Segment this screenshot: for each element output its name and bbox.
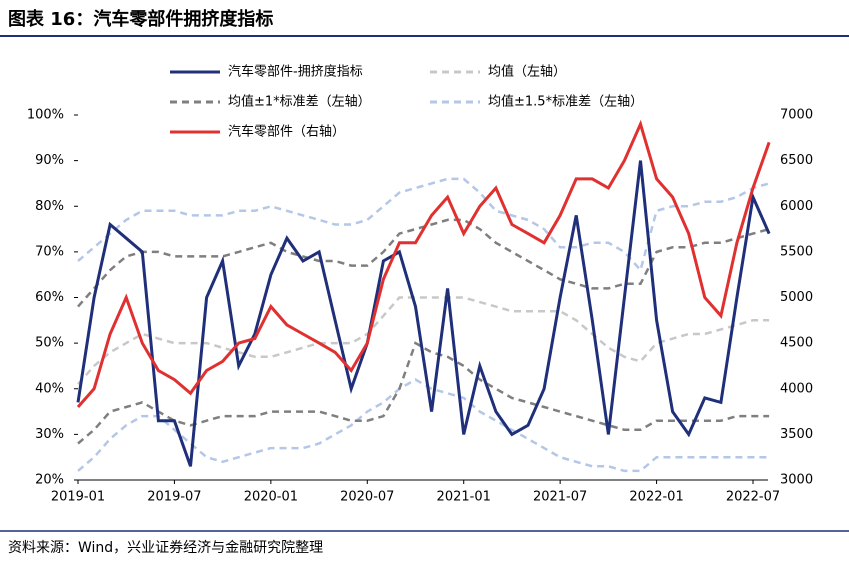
y-tick-label: 20% bbox=[35, 473, 64, 488]
y2-tick-label: 3000 bbox=[780, 473, 813, 488]
x-tick-label: 2020-01 bbox=[244, 490, 298, 505]
y-tick-label: 40% bbox=[35, 381, 64, 396]
legend-label: 均值±1.5*标准差（左轴） bbox=[488, 94, 643, 110]
y2-tick-label: 3500 bbox=[780, 427, 813, 442]
series-line bbox=[76, 160, 771, 467]
series-line bbox=[77, 378, 770, 473]
y-tick-label: 100% bbox=[27, 108, 64, 123]
legend-label: 均值±1*标准差（左轴） bbox=[228, 94, 371, 110]
x-tick-label: 2022-07 bbox=[726, 490, 780, 505]
y2-tick-label: 6500 bbox=[780, 153, 813, 168]
y-tick-label: 90% bbox=[35, 153, 64, 168]
y-tick-label: 50% bbox=[35, 336, 64, 351]
y2-tick-label: 4500 bbox=[780, 336, 813, 351]
y2-tick-label: 6000 bbox=[780, 199, 813, 214]
y2-tick-label: 7000 bbox=[780, 108, 813, 123]
y-tick-label: 60% bbox=[35, 290, 64, 305]
legend-label: 均值（左轴） bbox=[488, 64, 566, 80]
x-tick-label: 2019-01 bbox=[51, 490, 105, 505]
legend-label: 汽车零部件（右轴） bbox=[228, 124, 345, 140]
series-line bbox=[77, 177, 770, 273]
y2-tick-label: 5000 bbox=[780, 290, 813, 305]
x-tick-label: 2019-07 bbox=[147, 490, 201, 505]
series-line bbox=[77, 296, 770, 386]
y-tick-label: 30% bbox=[35, 427, 64, 442]
y2-tick-label: 4000 bbox=[780, 381, 813, 396]
legend-label: 汽车零部件-拥挤度指标 bbox=[228, 64, 363, 80]
series-line bbox=[77, 218, 770, 308]
x-tick-label: 2021-07 bbox=[533, 490, 587, 505]
y-tick-label: 70% bbox=[35, 244, 64, 259]
x-tick-label: 2022-01 bbox=[629, 490, 683, 505]
x-tick-label: 2021-01 bbox=[437, 490, 491, 505]
series-line bbox=[76, 119, 771, 408]
chart-title: 图表 16：汽车零部件拥挤度指标 bbox=[8, 8, 273, 30]
x-tick-label: 2020-07 bbox=[340, 490, 394, 505]
y-tick-label: 80% bbox=[35, 199, 64, 214]
y2-tick-label: 5500 bbox=[780, 244, 813, 259]
source-note: 资料来源：Wind，兴业证券经济与金融研究院整理 bbox=[8, 540, 323, 556]
